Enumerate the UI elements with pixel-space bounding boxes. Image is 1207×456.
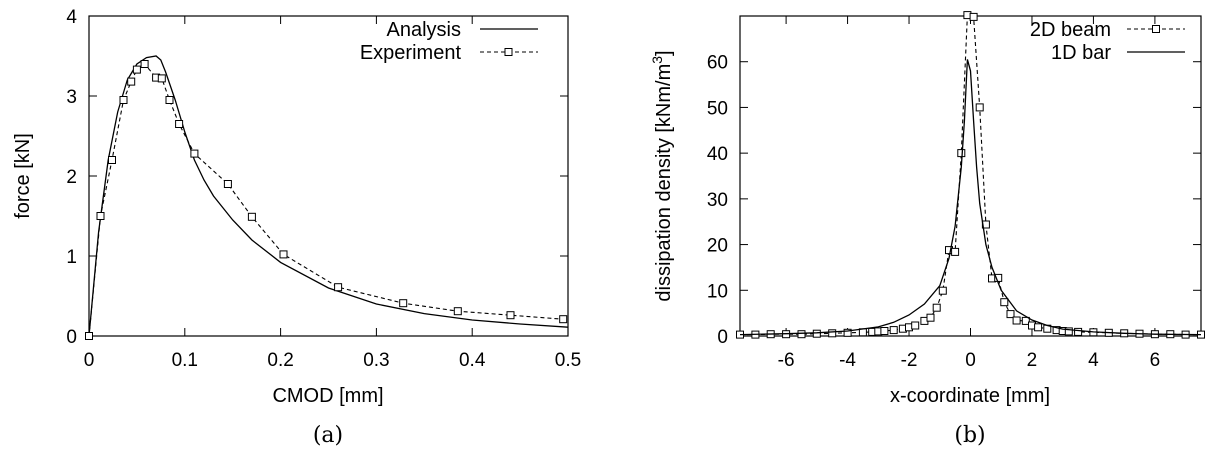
legend-a: Analysis Experiment — [360, 19, 538, 64]
x-tick-label-b: 2 — [1027, 350, 1038, 371]
legend-b: 2D beam 1D bar — [1030, 19, 1185, 64]
x-tick-label-b: -6 — [778, 350, 795, 371]
y-tick-label-b: 40 — [707, 144, 728, 165]
caption-a: (a) — [313, 423, 343, 448]
y-tick-label-a: 2 — [66, 167, 77, 188]
x-tick-label-a: 0.1 — [172, 350, 198, 371]
data-point-2d-beam — [926, 313, 935, 322]
data-point-2d-beam — [797, 330, 806, 339]
data-point-2d-beam — [969, 12, 978, 21]
data-point-experiment — [96, 212, 105, 220]
series-line-analysis — [88, 55, 569, 337]
data-point-2d-beam — [975, 103, 984, 112]
data-point-experiment — [140, 60, 149, 68]
data-point-experiment — [506, 311, 515, 320]
data-point-experiment — [157, 74, 166, 83]
data-point-experiment — [453, 307, 462, 316]
data-point-experiment — [223, 180, 232, 188]
x-tick-label-b: 6 — [1150, 350, 1161, 371]
y-tick-label-b: 20 — [707, 236, 728, 257]
y-tick-label-b: 10 — [707, 281, 728, 302]
x-tick-label-a: 0.5 — [555, 350, 581, 371]
legend-marker-experiment — [504, 48, 513, 56]
x-tick-label-a: 0.3 — [363, 350, 389, 371]
caption-b: (b) — [954, 423, 985, 448]
data-point-2d-beam — [1012, 316, 1021, 325]
x-tick-label-b: -2 — [901, 350, 918, 371]
data-point-2d-beam — [828, 329, 837, 338]
series-line-2d-beam — [740, 14, 1201, 336]
data-point-experiment — [279, 250, 288, 259]
legend-label-2d-beam: 2D beam — [1030, 19, 1111, 41]
y-tick-label-b: 0 — [717, 327, 728, 348]
x-tick-label-a: 0.2 — [267, 350, 293, 371]
data-point-2d-beam — [880, 327, 889, 335]
data-point-2d-beam — [911, 321, 920, 330]
series-line-experiment — [88, 63, 564, 337]
data-point-experiment — [190, 149, 199, 158]
data-point-2d-beam — [1074, 327, 1083, 336]
data-point-2d-beam — [951, 247, 960, 256]
data-point-2d-beam — [843, 328, 852, 337]
x-tick-label-a: 0.4 — [459, 350, 486, 371]
x-tick-label-a: 0 — [84, 350, 95, 371]
data-point-experiment — [132, 65, 141, 74]
data-point-experiment — [108, 156, 116, 164]
data-point-2d-beam — [812, 329, 821, 338]
legend-marker-2d-beam — [1152, 25, 1160, 33]
y-axis-title-b: dissipation density [kNm/m3] — [649, 50, 675, 301]
x-tick-label-b: 0 — [965, 350, 976, 371]
data-point-2d-beam — [1000, 298, 1009, 307]
data-point-2d-beam — [932, 303, 941, 312]
x-axis-title-b: x-coordinate [mm] — [890, 385, 1050, 407]
x-tick-label-b: -4 — [839, 350, 856, 371]
data-point-2d-beam — [1021, 316, 1030, 325]
y-axis-title-b-sup: 3 — [649, 56, 665, 64]
y-tick-label-b: 60 — [707, 53, 728, 74]
y-tick-label-b: 50 — [707, 98, 728, 119]
legend-label-1d-bar: 1D bar — [1051, 42, 1111, 64]
legend-label-experiment: Experiment — [360, 42, 462, 64]
y-axis-title-b-end: ] — [653, 50, 675, 56]
data-point-experiment — [247, 212, 256, 221]
y-tick-label-a: 0 — [66, 327, 77, 348]
data-point-experiment — [559, 315, 568, 324]
series-layer-a — [85, 55, 569, 340]
series-line-1d-bar — [739, 59, 1202, 336]
data-point-experiment — [127, 77, 136, 86]
data-point-2d-beam — [1034, 323, 1043, 332]
y-axis-title-b-main: dissipation density [kNm/m — [653, 64, 675, 302]
y-tick-label-a: 4 — [66, 7, 77, 28]
data-point-experiment — [334, 283, 343, 292]
y-tick-label-a: 1 — [66, 247, 77, 268]
series-layer-b — [736, 11, 1205, 339]
plot-frame-b — [739, 15, 1202, 337]
panel-a-force-cmod: 0 0.1 0.2 0.3 0.4 0.5 0 1 2 3 4 CMOD [mm] force [k… — [12, 7, 581, 448]
data-point-experiment — [399, 299, 408, 308]
y-axis-title-a: force [kN] — [12, 133, 34, 219]
data-point-2d-beam — [889, 326, 898, 335]
x-axis-title-a: CMOD [mm] — [272, 385, 383, 407]
data-point-experiment — [175, 120, 184, 128]
data-point-2d-beam — [957, 149, 966, 158]
x-tick-label-b: 4 — [1088, 350, 1099, 371]
data-point-experiment — [85, 332, 93, 340]
legend-label-analysis: Analysis — [387, 19, 461, 41]
data-point-experiment — [119, 96, 128, 104]
data-point-2d-beam — [1006, 310, 1015, 319]
tick-marks-a: 0 0.1 0.2 0.3 0.4 0.5 0 1 2 3 4 — [66, 7, 581, 371]
data-point-2d-beam — [1064, 327, 1073, 336]
y-tick-label-b: 30 — [707, 190, 728, 211]
data-point-2d-beam — [938, 286, 947, 295]
data-point-experiment — [165, 96, 174, 104]
y-tick-label-a: 3 — [66, 87, 77, 108]
